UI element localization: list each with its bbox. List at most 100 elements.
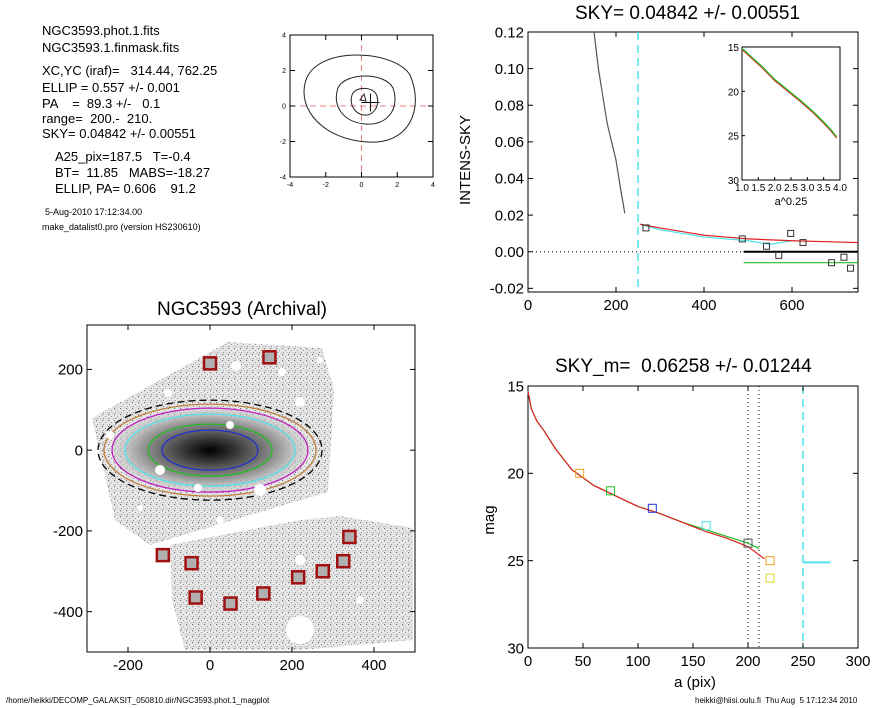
inset-xtick-label: 4.0 [833,183,847,194]
contour-ytick-label: -4 [280,174,286,181]
info-date: 5-Aug-2010 17:12:34.00 [45,207,143,217]
sky-ytick-label: 0.08 [495,97,524,114]
info-program: make_datalist0.pro (version HS230610) [42,222,201,232]
marked-box [155,547,171,563]
image-ytick-label: 0 [75,442,83,459]
mask-blob [106,431,114,439]
inset-ytick-label: 20 [728,87,740,98]
marked-box [188,590,203,605]
contour-xtick-label: 0 [360,182,364,189]
marked-box [315,564,330,579]
isophote-ellipse [124,413,296,487]
mag-ytick-label: 30 [507,640,524,657]
sky-ytick-label: -0.02 [490,281,524,298]
sky-profile-title: SKY= 0.04842 +/- 0.00551 [575,3,801,24]
sky-xtick-label: 0 [524,297,532,314]
sky-data-square [738,235,746,243]
info-bt: BT= 11.85 MABS=-18.27 [55,165,211,180]
sky-data-square [642,224,650,232]
contour-core [359,92,367,102]
bright-star-mask [286,616,314,644]
contour-xtick-label: -4 [287,182,293,189]
mag-profile-title: SKY_m= 0.06258 +/- 0.01244 [555,356,812,377]
marked-box [342,529,357,545]
mag-xtick-label: 100 [625,653,650,670]
marked-box [290,570,306,585]
image-xtick-label: 400 [361,657,386,674]
marked-box [202,356,218,371]
contour-outer [303,54,416,143]
mask-blob [295,397,305,407]
galaxy-image-title: NGC3593 (Archival) [157,299,327,320]
galaxy-image-frame [86,324,416,653]
inset-xtick-label: 2.5 [784,183,798,194]
mag-series-green [527,391,760,549]
mask-blob [164,389,172,397]
marked-box [256,586,271,601]
sky-xtick-label: 200 [603,297,628,314]
isophote-ellipse [97,399,323,501]
mag-xtick-label: 250 [790,653,815,670]
mag-data-square [765,573,775,583]
info-pa: PA = 89.3 +/- 0.1 [42,96,161,111]
sky-data-square [775,251,783,259]
inset-ytick-label: 25 [728,132,740,143]
mag-ylabel: mag [481,505,498,534]
sky-data-square [847,264,855,272]
contour-inner [350,87,379,116]
mag-data-square [701,521,711,531]
mag-xtick-label: 50 [575,653,592,670]
sky-series-cyan [640,223,793,246]
info-sky: SKY= 0.04842 +/- 0.00551 [42,126,196,141]
footer-path: /home/heikki/DECOMP_GALAKSIT_050810.dir/… [6,696,270,705]
isophote-ellipse [161,429,259,471]
sky-series-gray [593,31,626,214]
footer-user: heikki@hiisi.oulu.fi Thu Aug 5 17:12:34 … [695,696,858,705]
mag-ytick-label: 25 [507,553,524,570]
inset-xtick-label: 3.0 [800,183,814,194]
inset-ytick-label: 15 [728,43,740,54]
inset-xtick-label: 1.0 [735,183,749,194]
mag-xlabel: a (pix) [674,674,716,691]
mask-blob [226,421,234,429]
sky-data-square [799,239,807,247]
sky-ylabel: INTENS-SKY [457,115,474,205]
marked-box [184,555,199,571]
contour-mid [336,75,396,125]
mag-data-square [647,503,657,513]
mag-ytick-label: 20 [507,466,524,483]
mag-series-red [527,391,765,560]
mask-blob [155,465,165,475]
sky-profile-frame [527,31,859,293]
file-name-mask: NGC3593.1.finmask.fits [42,40,180,55]
isophote-ellipse [103,403,317,497]
image-ytick-label: 200 [58,362,83,379]
inset-xtick-label: 1.5 [751,183,765,194]
mask-blob [231,361,241,371]
sky-xtick-label: 600 [779,297,804,314]
isophote-ellipse [147,423,273,477]
mask-blob [317,357,323,363]
mag-xtick-label: 150 [680,653,705,670]
sky-data-square [762,242,770,250]
mask-blob [216,516,224,524]
mag-data-square [743,538,753,548]
image-xtick-label: 200 [279,657,304,674]
inset-curve-green [741,47,838,138]
sky-data-square [787,229,795,237]
mag-xtick-label: 0 [524,653,532,670]
sky-xtick-label: 400 [691,297,716,314]
image-ytick-label: -200 [53,523,83,540]
mask-blob [134,379,146,391]
info-range: range= 200.- 210. [42,111,153,126]
sky-ytick-label: 0.04 [495,171,524,188]
mask-blob [295,555,305,565]
marked-box [336,553,351,569]
mag-data-square [575,468,585,478]
contour-ytick-label: -2 [280,139,286,146]
mag-data-square [765,556,775,566]
mag-ytick-label: 15 [507,378,524,395]
mag-profile-frame [527,385,859,649]
sky-ytick-label: 0.12 [495,24,524,41]
